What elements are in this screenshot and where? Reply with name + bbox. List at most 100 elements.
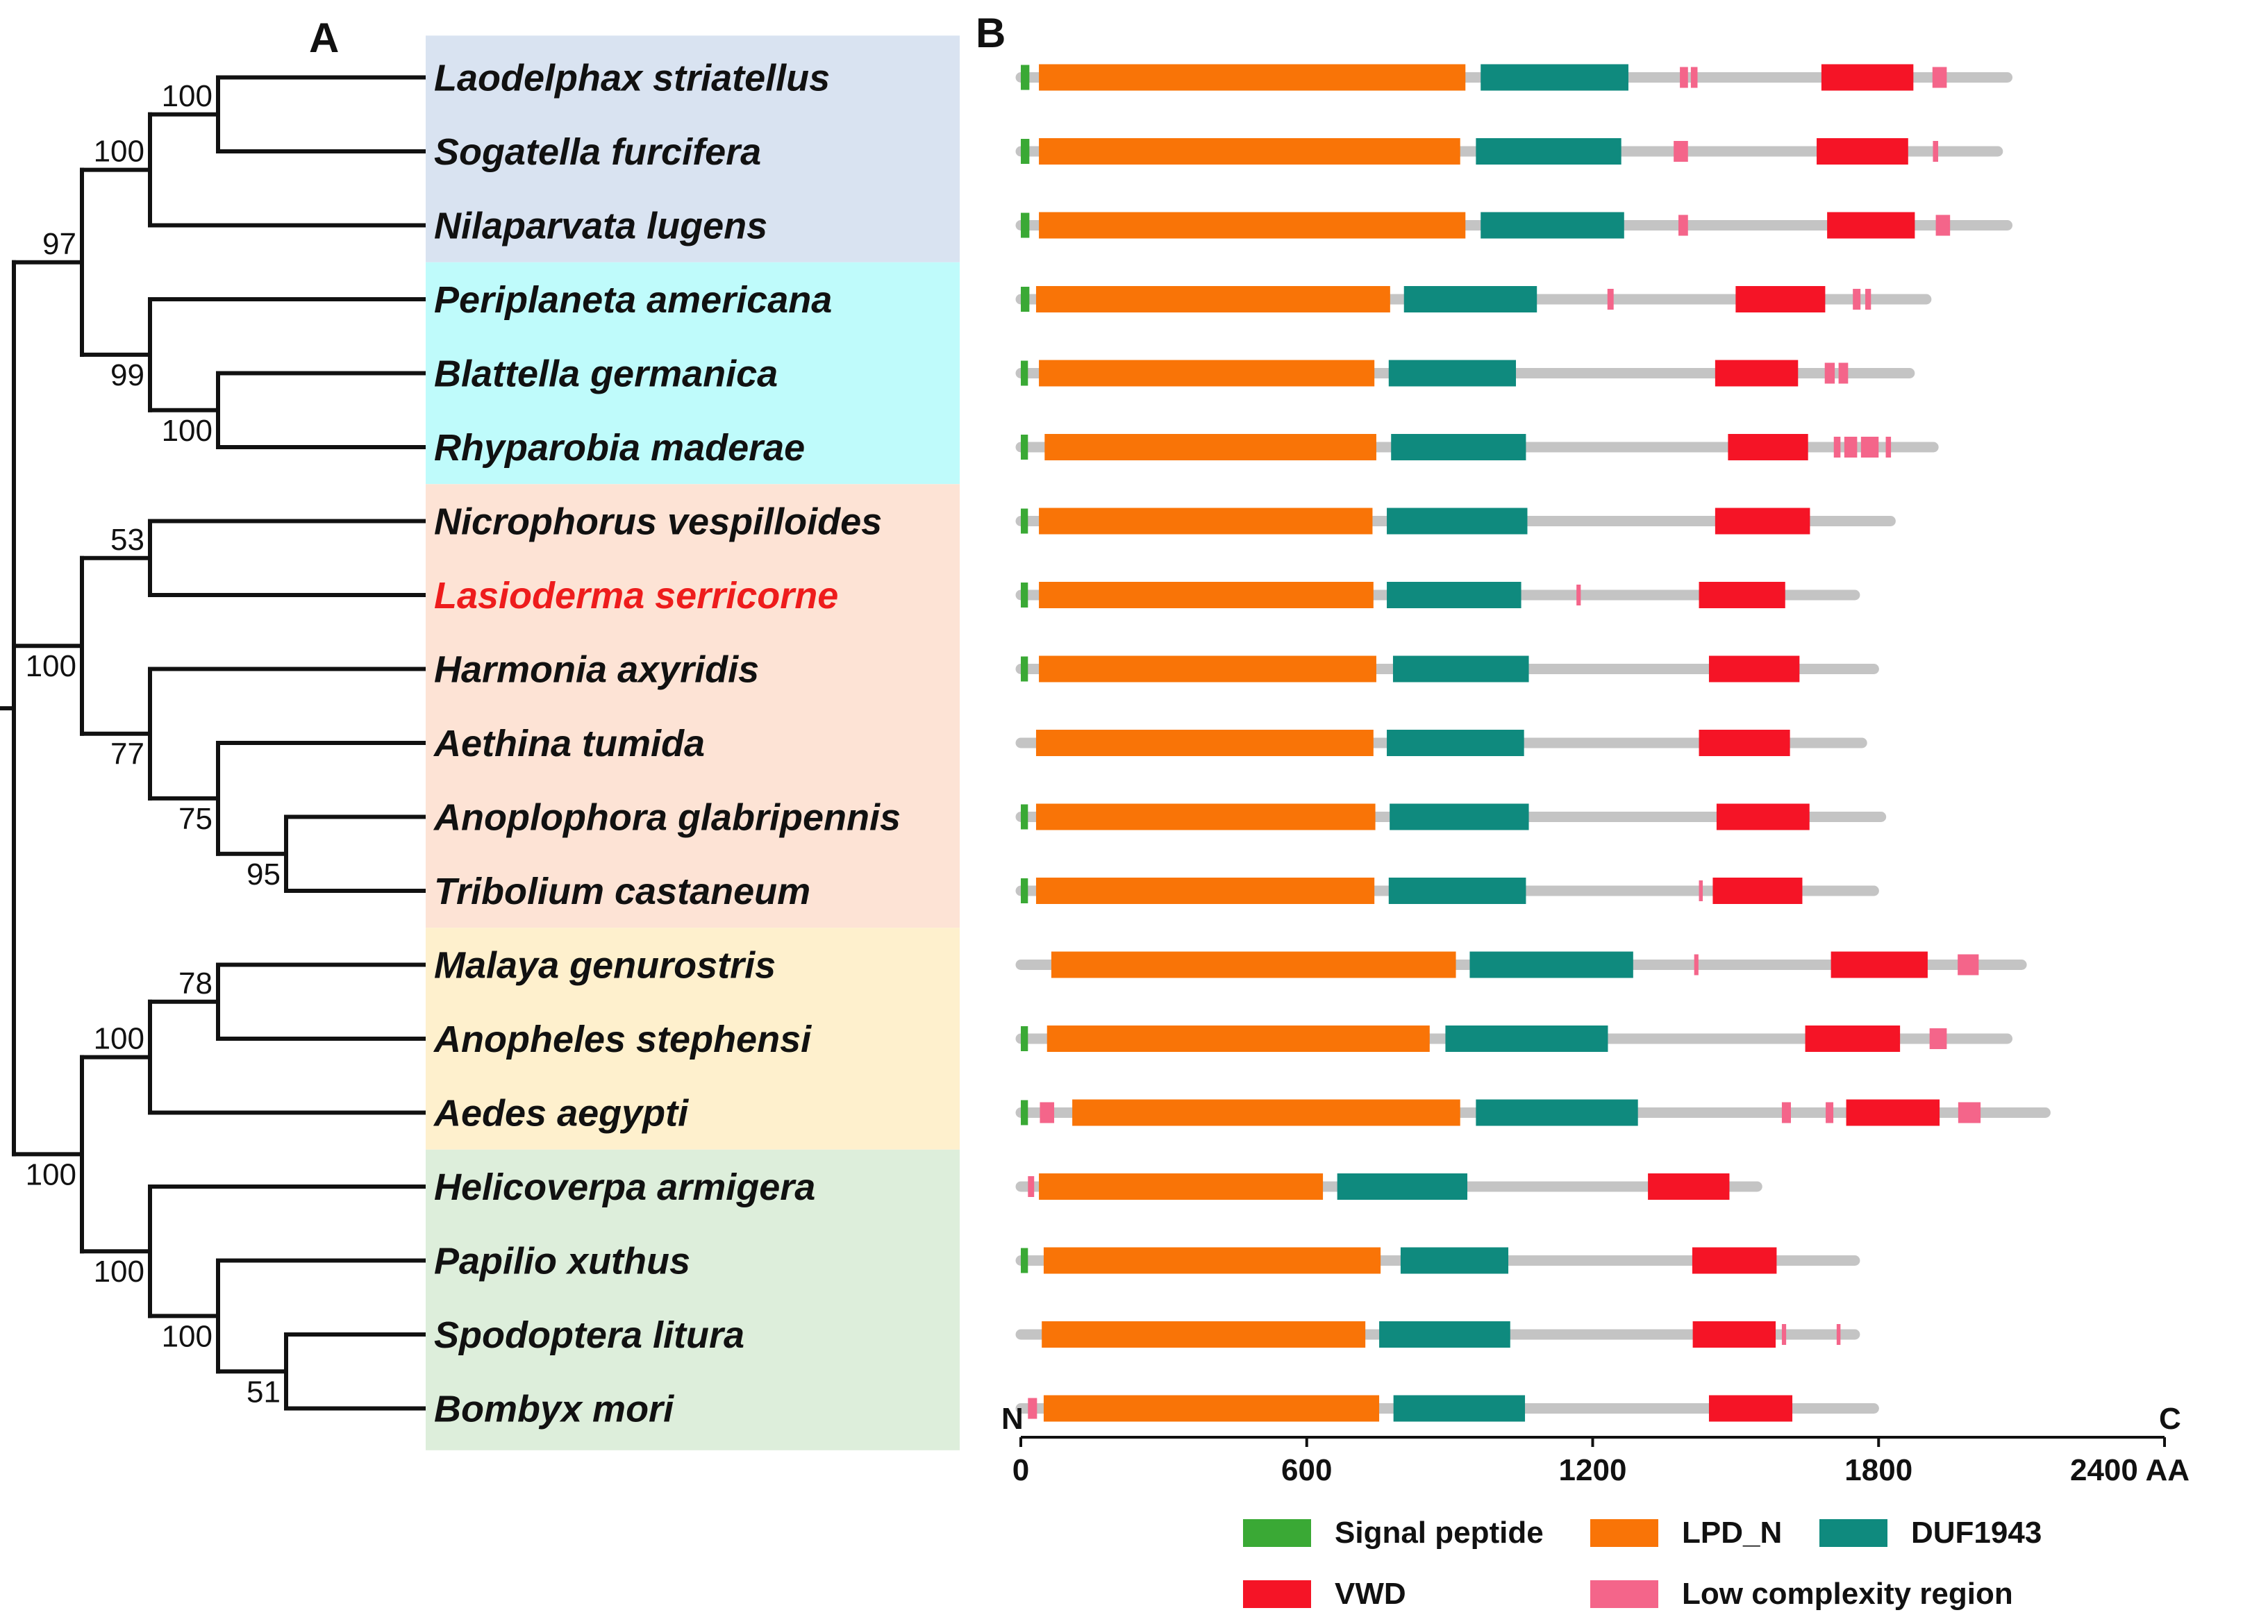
bootstrap-value: 95 [247, 857, 281, 891]
domain-signal [1021, 65, 1030, 90]
domain-signal [1021, 1100, 1028, 1125]
domain-lcr [1933, 141, 1939, 162]
bootstrap-value: 100 [94, 135, 144, 169]
domain-vwd [1708, 1395, 1793, 1422]
domain-lpd [1039, 360, 1375, 387]
domain-lpd [1035, 286, 1390, 312]
legend-swatch [1243, 1519, 1311, 1547]
legend-item: VWD [1243, 1577, 1406, 1611]
domain-duf [1387, 730, 1524, 756]
domain-vwd [1708, 655, 1800, 683]
protein-row [1015, 1395, 1879, 1422]
legend-label: Signal peptide [1335, 1516, 1544, 1550]
protein-row [1015, 803, 1887, 830]
domain-signal [1021, 212, 1030, 238]
domain-duf [1387, 582, 1521, 608]
species-label: Nicrophorus vespilloides [434, 501, 882, 543]
domain-lpd [1039, 655, 1376, 683]
species-label: Laodelphax striatellus [434, 58, 830, 99]
bootstrap-value: 100 [94, 1255, 144, 1289]
domain-duf [1469, 951, 1633, 978]
species-label: Sogatella furcifera [434, 131, 761, 173]
domain-lpd [1039, 582, 1374, 608]
species-label: Bombyx mori [434, 1389, 674, 1430]
domain-lcr [1576, 585, 1581, 605]
domain-lcr [1932, 67, 1947, 88]
clade-band-5 [426, 1149, 960, 1450]
protein-row [1015, 730, 1867, 756]
domain-duf [1388, 878, 1526, 904]
phylogenetic-tree [0, 75, 426, 1411]
domain-vwd [1648, 1173, 1730, 1200]
protein-row [1015, 360, 1915, 387]
domain-lcr [1826, 1102, 1834, 1123]
domain-lcr [1885, 437, 1892, 458]
panel-label-b: B [976, 10, 1006, 56]
bootstrap-value: 100 [162, 414, 212, 448]
domain-signal [1021, 508, 1028, 534]
aa-axis: 0 600 1200 1800 2400 AA N C [1001, 1402, 2190, 1487]
domain-signal [1021, 583, 1028, 608]
domain-duf [1476, 138, 1621, 165]
axis-tick-label: 1800 [1844, 1453, 1912, 1487]
bootstrap-value: 100 [26, 1157, 76, 1191]
legend-label: Low complexity region [1682, 1577, 2013, 1611]
domain-lpd [1039, 64, 1466, 91]
species-label: Blattella germanica [434, 353, 778, 395]
domain-lcr [1607, 289, 1614, 310]
domain-lpd [1039, 212, 1466, 239]
protein-row [1015, 1247, 1860, 1274]
legend-item: Low complexity region [1590, 1577, 2013, 1611]
domain-lcr [1028, 1398, 1037, 1419]
domain-lcr [1680, 67, 1688, 88]
domain-lpd [1043, 1395, 1380, 1422]
legend-item: Signal peptide [1243, 1516, 1544, 1550]
clade-band-1 [426, 35, 960, 262]
species-label: Harmonia axyridis [434, 649, 759, 691]
domain-vwd [1715, 360, 1799, 387]
legend-item: DUF1943 [1819, 1516, 2042, 1550]
domain-vwd [1735, 286, 1826, 312]
species-label: Aedes aegypti [433, 1093, 689, 1135]
domain-lpd [1047, 1026, 1430, 1052]
protein-row [1015, 138, 2003, 165]
domain-vwd [1827, 212, 1915, 239]
species-label: Periplaneta americana [434, 279, 832, 321]
domain-signal [1021, 1026, 1028, 1051]
domain-lcr [1028, 1176, 1035, 1197]
species-label: Malaya genurostris [434, 945, 776, 987]
legend-swatch [1590, 1519, 1658, 1547]
domain-signal [1021, 139, 1030, 164]
n-terminus-label: N [1001, 1402, 1024, 1436]
legend-label: DUF1943 [1911, 1516, 2042, 1550]
domain-duf [1481, 64, 1628, 91]
domain-duf [1393, 1395, 1526, 1422]
domain-lpd [1072, 1099, 1460, 1126]
domain-signal [1021, 1248, 1028, 1273]
domain-lcr [1853, 289, 1861, 310]
domain-signal [1021, 360, 1028, 386]
bootstrap-value: 100 [162, 79, 212, 113]
domain-lcr [1929, 1028, 1947, 1049]
bootstrap-value: 78 [178, 966, 212, 1001]
domain-vwd [1846, 1099, 1940, 1126]
domain-vwd [1715, 508, 1810, 535]
legend-label: VWD [1335, 1577, 1406, 1611]
protein-row [1015, 508, 1896, 535]
domain-duf [1445, 1026, 1608, 1052]
domain-lcr [1674, 141, 1688, 162]
domain-lpd [1035, 803, 1376, 830]
clade-bands [426, 35, 960, 1450]
domain-lcr [1935, 215, 1951, 236]
clade-band-2 [426, 262, 960, 485]
domain-vwd [1831, 951, 1928, 978]
legend-swatch [1819, 1519, 1887, 1547]
domain-vwd [1716, 803, 1810, 830]
protein-row [1015, 64, 2013, 91]
domain-vwd [1699, 582, 1785, 608]
domain-vwd [1699, 730, 1790, 756]
domain-vwd [1805, 1026, 1901, 1052]
legend-item: LPD_N [1590, 1516, 1782, 1550]
bootstrap-value: 100 [94, 1022, 144, 1056]
domain-lcr [1833, 437, 1841, 458]
